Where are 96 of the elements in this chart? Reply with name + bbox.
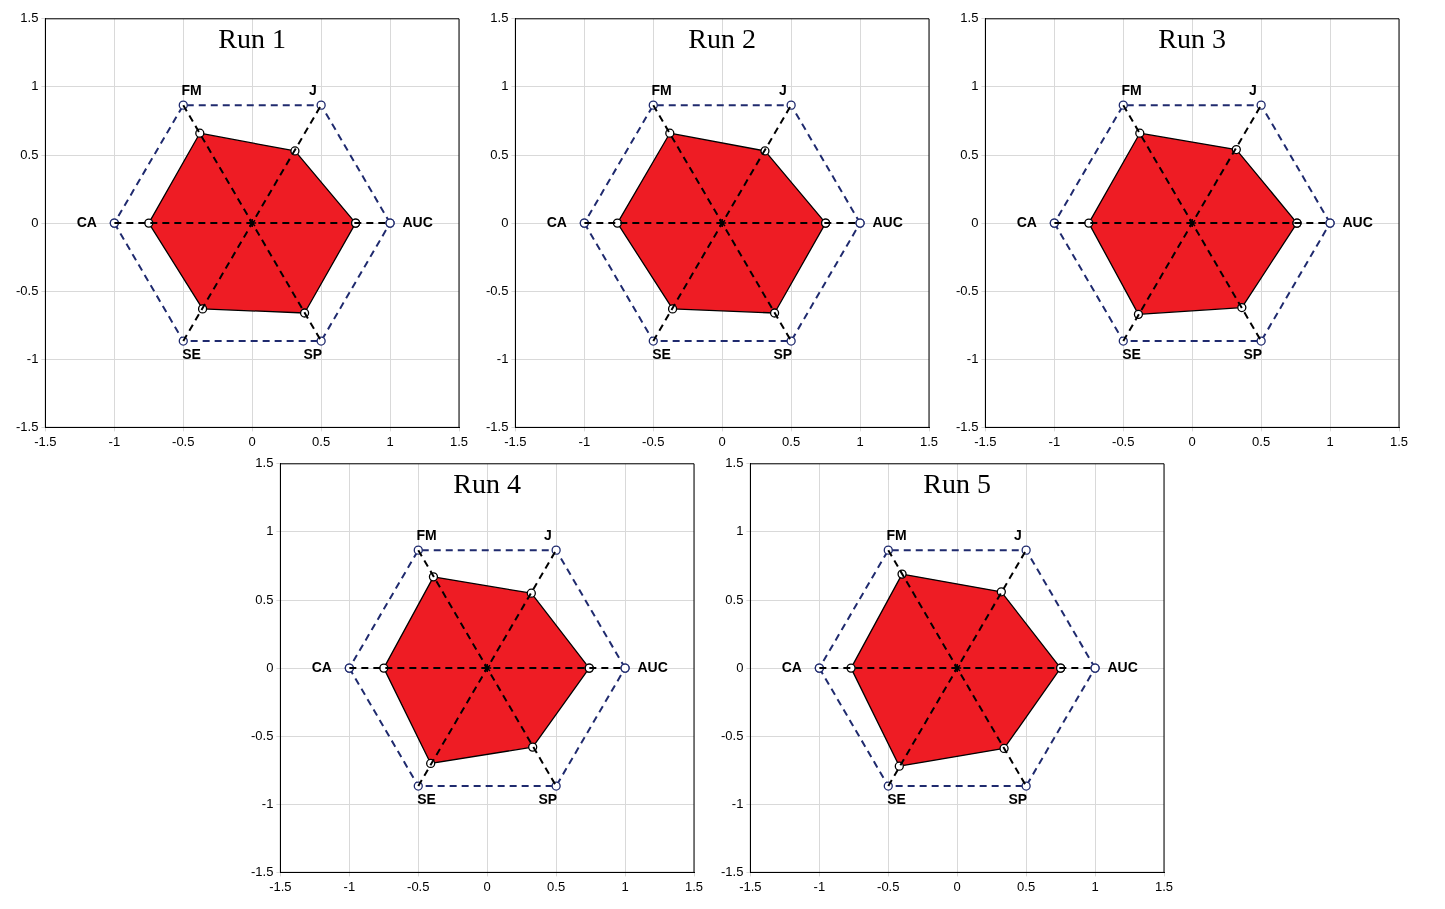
annotation: AUC [637, 658, 668, 675]
x-tick-label: -0.5 [877, 878, 900, 894]
annotation: J [543, 526, 552, 543]
y-tick-label: -1 [26, 350, 39, 366]
chart-title: Run 3 [1158, 23, 1227, 55]
x-tick-label: 0.5 [547, 878, 566, 894]
annotation: SP [773, 346, 793, 363]
annotation: AUC [1107, 658, 1138, 675]
y-tick-label: -0.5 [485, 282, 509, 298]
y-tick-label: 0 [501, 214, 509, 230]
x-tick-label: 1 [621, 878, 629, 894]
y-tick-label: 0 [736, 659, 744, 675]
y-tick-label: -0.5 [720, 727, 744, 743]
annotation: J [1013, 526, 1022, 543]
annotation: CA [546, 213, 567, 230]
annotation: FM [416, 526, 437, 543]
y-tick-label: 1 [736, 523, 744, 539]
x-tick-label: 1.5 [919, 433, 939, 449]
annotation: SE [417, 791, 436, 808]
annotation: SE [182, 346, 201, 363]
annotation: SE [1122, 346, 1141, 363]
x-tick-label: -1 [1048, 433, 1061, 449]
annotation: SE [652, 346, 671, 363]
y-tick-label: 0 [31, 214, 39, 230]
annotation: CA [1016, 213, 1037, 230]
annotation: FM [651, 81, 672, 98]
y-tick-label: 1.5 [20, 10, 39, 26]
y-tick-label: -1 [261, 795, 274, 811]
y-tick-label: -1.5 [485, 418, 509, 434]
x-tick-label: 1.5 [449, 433, 469, 449]
y-tick-label: -1.5 [250, 863, 274, 879]
annotation: AUC [872, 213, 903, 230]
x-tick-label: 0 [1188, 433, 1196, 449]
y-tick-label: 1.5 [490, 10, 509, 26]
annotation: J [778, 81, 787, 98]
annotation: SP [1243, 346, 1263, 363]
annotation: FM [886, 526, 907, 543]
y-tick-label: 0.5 [20, 146, 39, 162]
annotation: FM [1121, 81, 1142, 98]
annotation: SP [303, 346, 323, 363]
y-tick-label: -0.5 [955, 282, 979, 298]
y-tick-label: -1.5 [15, 418, 39, 434]
annotation: SE [887, 791, 906, 808]
x-tick-label: 1 [856, 433, 864, 449]
y-tick-label: -1 [496, 350, 509, 366]
x-tick-label: 0.5 [1252, 433, 1271, 449]
y-tick-label: 0.5 [960, 146, 979, 162]
y-tick-label: -1 [966, 350, 979, 366]
chart-title: Run 5 [923, 468, 992, 500]
y-tick-label: 0 [971, 214, 979, 230]
x-tick-label: 1 [1326, 433, 1334, 449]
x-tick-label: 0.5 [1017, 878, 1036, 894]
x-tick-label: 1 [1091, 878, 1099, 894]
x-tick-label: 1.5 [684, 878, 704, 894]
y-tick-label: 1 [266, 523, 274, 539]
y-tick-label: -0.5 [250, 727, 274, 743]
x-tick-label: 0.5 [782, 433, 801, 449]
y-tick-label: 1.5 [255, 455, 274, 471]
chart-title: Run 4 [453, 468, 522, 500]
x-tick-label: 1 [386, 433, 394, 449]
annotation: SP [1008, 791, 1028, 808]
annotation: CA [311, 658, 332, 675]
x-tick-label: 0.5 [312, 433, 331, 449]
chart-title: Run 2 [688, 23, 757, 55]
x-tick-label: -1 [578, 433, 591, 449]
annotation: FM [181, 81, 202, 98]
y-tick-label: 1 [31, 78, 39, 94]
y-tick-label: 0.5 [725, 591, 744, 607]
annotation: J [308, 81, 317, 98]
annotation: AUC [402, 213, 433, 230]
x-tick-label: -1 [813, 878, 826, 894]
annotation: AUC [1342, 213, 1373, 230]
y-tick-label: -0.5 [15, 282, 39, 298]
annotation: CA [781, 658, 802, 675]
y-tick-label: 1 [501, 78, 509, 94]
y-tick-label: 0 [266, 659, 274, 675]
y-tick-label: 1 [971, 78, 979, 94]
y-tick-label: 1.5 [960, 10, 979, 26]
x-tick-label: 1.5 [1389, 433, 1409, 449]
y-tick-label: 0.5 [255, 591, 274, 607]
y-tick-label: -1.5 [955, 418, 979, 434]
annotation: CA [76, 213, 97, 230]
x-tick-label: -0.5 [172, 433, 195, 449]
y-tick-label: -1 [731, 795, 744, 811]
y-tick-label: -1.5 [720, 863, 744, 879]
annotation: J [1248, 81, 1257, 98]
x-tick-label: -0.5 [407, 878, 430, 894]
x-tick-label: -0.5 [642, 433, 665, 449]
y-tick-label: 1.5 [725, 455, 744, 471]
annotation: SP [538, 791, 558, 808]
x-tick-label: -1 [108, 433, 121, 449]
x-tick-label: -1 [343, 878, 356, 894]
chart-title: Run 1 [218, 23, 287, 55]
x-tick-label: 1.5 [1154, 878, 1174, 894]
x-tick-label: -0.5 [1112, 433, 1135, 449]
y-tick-label: 0.5 [490, 146, 509, 162]
